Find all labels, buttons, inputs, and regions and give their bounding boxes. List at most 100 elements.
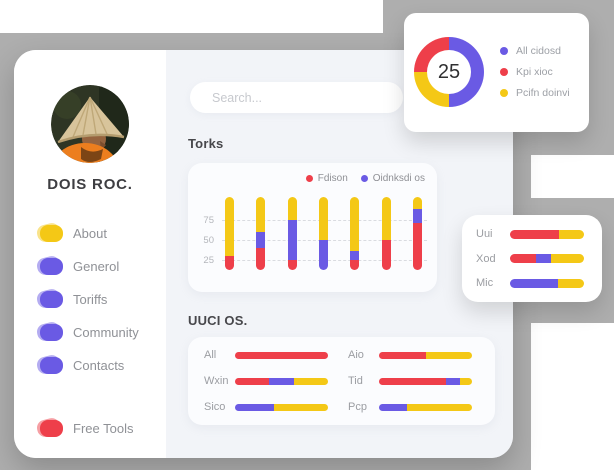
sidebar-item-free-tools[interactable]: Free Tools [14, 412, 166, 445]
bar-row-label: Wxin [204, 375, 229, 387]
bar-segment [293, 377, 328, 385]
stacked-column [256, 197, 266, 270]
bar-row: Sico [204, 401, 328, 413]
stacked-column [412, 197, 422, 270]
bar-segment [425, 351, 472, 359]
bar-segment [274, 403, 328, 411]
bar-segment [510, 229, 559, 239]
bar-segment [412, 209, 422, 223]
bar-row-label: Pcp [348, 401, 367, 413]
bar-segment [350, 260, 360, 270]
bar-segment [445, 377, 460, 385]
bar-segment [256, 197, 266, 233]
bar-row-label: Sico [204, 401, 226, 413]
donut-chart: 25 [414, 37, 484, 107]
sidebar-item-label: Contacts [73, 358, 125, 373]
bar-segment [510, 278, 559, 288]
bar-row-label: Mic [476, 277, 494, 289]
bar-segment [406, 403, 472, 411]
torks-chart-card: Fdison Oidnksdi os 75 50 25 [188, 163, 437, 292]
sidebar-item-label: About [73, 226, 107, 241]
stacked-column [225, 197, 234, 270]
y-tick-label: 50 [203, 235, 214, 246]
legend-item-fdison: Fdison [305, 173, 348, 184]
sidebar-item-generol[interactable]: Generol [14, 250, 166, 283]
bar-segment [510, 254, 536, 263]
avatar[interactable] [51, 85, 129, 163]
bar-segment [350, 250, 360, 261]
profile-name: DOIS ROC. [47, 176, 133, 193]
bar-segment [235, 403, 275, 411]
bar-segment [269, 377, 294, 385]
uuci-column-right: Aio Tid Pcp [348, 349, 472, 413]
bar-row: Mic [476, 277, 584, 289]
donut-value: 25 [427, 50, 471, 94]
bar-row-label: Uui [476, 228, 493, 240]
bar-row: Uui [476, 228, 584, 240]
sidebar-item-toriffs[interactable]: Toriffs [14, 283, 166, 316]
bar-segment [381, 197, 391, 241]
stacked-column [350, 197, 360, 270]
avatar-photo [51, 85, 129, 163]
bar-segment [535, 254, 552, 263]
sidebar-item-community[interactable]: Community [14, 316, 166, 349]
bar-row: Pcp [348, 401, 472, 413]
bar-segment [256, 248, 266, 270]
legend-label: Oidnksdi os [372, 173, 425, 184]
stacked-bar [510, 229, 584, 239]
stacked-bar [379, 403, 472, 411]
sidebar: DOIS ROC. About Generol Toriffs Communit… [14, 50, 166, 458]
bar-segment [558, 278, 584, 288]
bar-segment [256, 232, 266, 249]
bar-segment [379, 351, 426, 359]
uuci-column-left: All Wxin Sico [204, 349, 328, 413]
bar-row-label: Aio [348, 349, 364, 361]
y-tick-label: 75 [203, 215, 214, 226]
sidebar-item-about[interactable]: About [14, 217, 166, 250]
sidebar-menu: About Generol Toriffs Community Contacts… [14, 217, 166, 445]
torks-chart-legend: Fdison Oidnksdi os [305, 173, 425, 184]
bar-segment [412, 197, 422, 209]
stacked-bar [510, 278, 584, 288]
bar-segment [235, 351, 328, 359]
stacked-column [318, 197, 328, 270]
torks-section-title: Torks [188, 136, 224, 151]
uuci-card: All Wxin Sico Aio Tid Pcp [188, 337, 495, 425]
toriffs-icon [40, 291, 63, 308]
donut-legend-item: Kpi xioc [500, 66, 570, 78]
bar-row: Xod [476, 253, 584, 265]
stacked-column [381, 197, 391, 270]
donut-legend-item: All cidosd [500, 45, 570, 57]
community-icon [40, 324, 63, 341]
bar-row-label: All [204, 349, 217, 361]
mini-bars-card: Uui Xod Mic [462, 215, 602, 302]
legend-dot-icon [500, 68, 508, 76]
bar-segment [287, 197, 297, 221]
bar-row: Wxin [204, 375, 328, 387]
uuci-section-title: UUCI OS. [188, 313, 248, 328]
stacked-bar [235, 351, 328, 359]
sidebar-item-label: Toriffs [73, 292, 108, 307]
bar-segment [350, 197, 360, 251]
bar-segment [381, 240, 391, 270]
fdison-dot-icon [305, 175, 313, 182]
bar-segment [318, 197, 328, 241]
bar-segment [459, 377, 472, 385]
donut-legend-item: Pcifn doinvi [500, 87, 570, 99]
legend-label: Pcifn doinvi [516, 87, 570, 99]
bar-segment [225, 197, 234, 257]
bar-segment [379, 403, 407, 411]
stacked-bar [379, 351, 472, 359]
donut-legend: All cidosd Kpi xioc Pcifn doinvi [500, 45, 570, 108]
oidnksdi-dot-icon [360, 175, 368, 182]
search-input[interactable] [190, 82, 403, 113]
legend-item-oidnksdi: Oidnksdi os [360, 173, 425, 184]
legend-label: All cidosd [516, 45, 561, 57]
bar-segment [551, 254, 584, 263]
bar-row-label: Tid [348, 375, 363, 387]
legend-dot-icon [500, 47, 508, 55]
bar-segment [235, 377, 270, 385]
bar-segment [558, 229, 584, 239]
bar-row: Tid [348, 375, 472, 387]
sidebar-item-contacts[interactable]: Contacts [14, 349, 166, 382]
